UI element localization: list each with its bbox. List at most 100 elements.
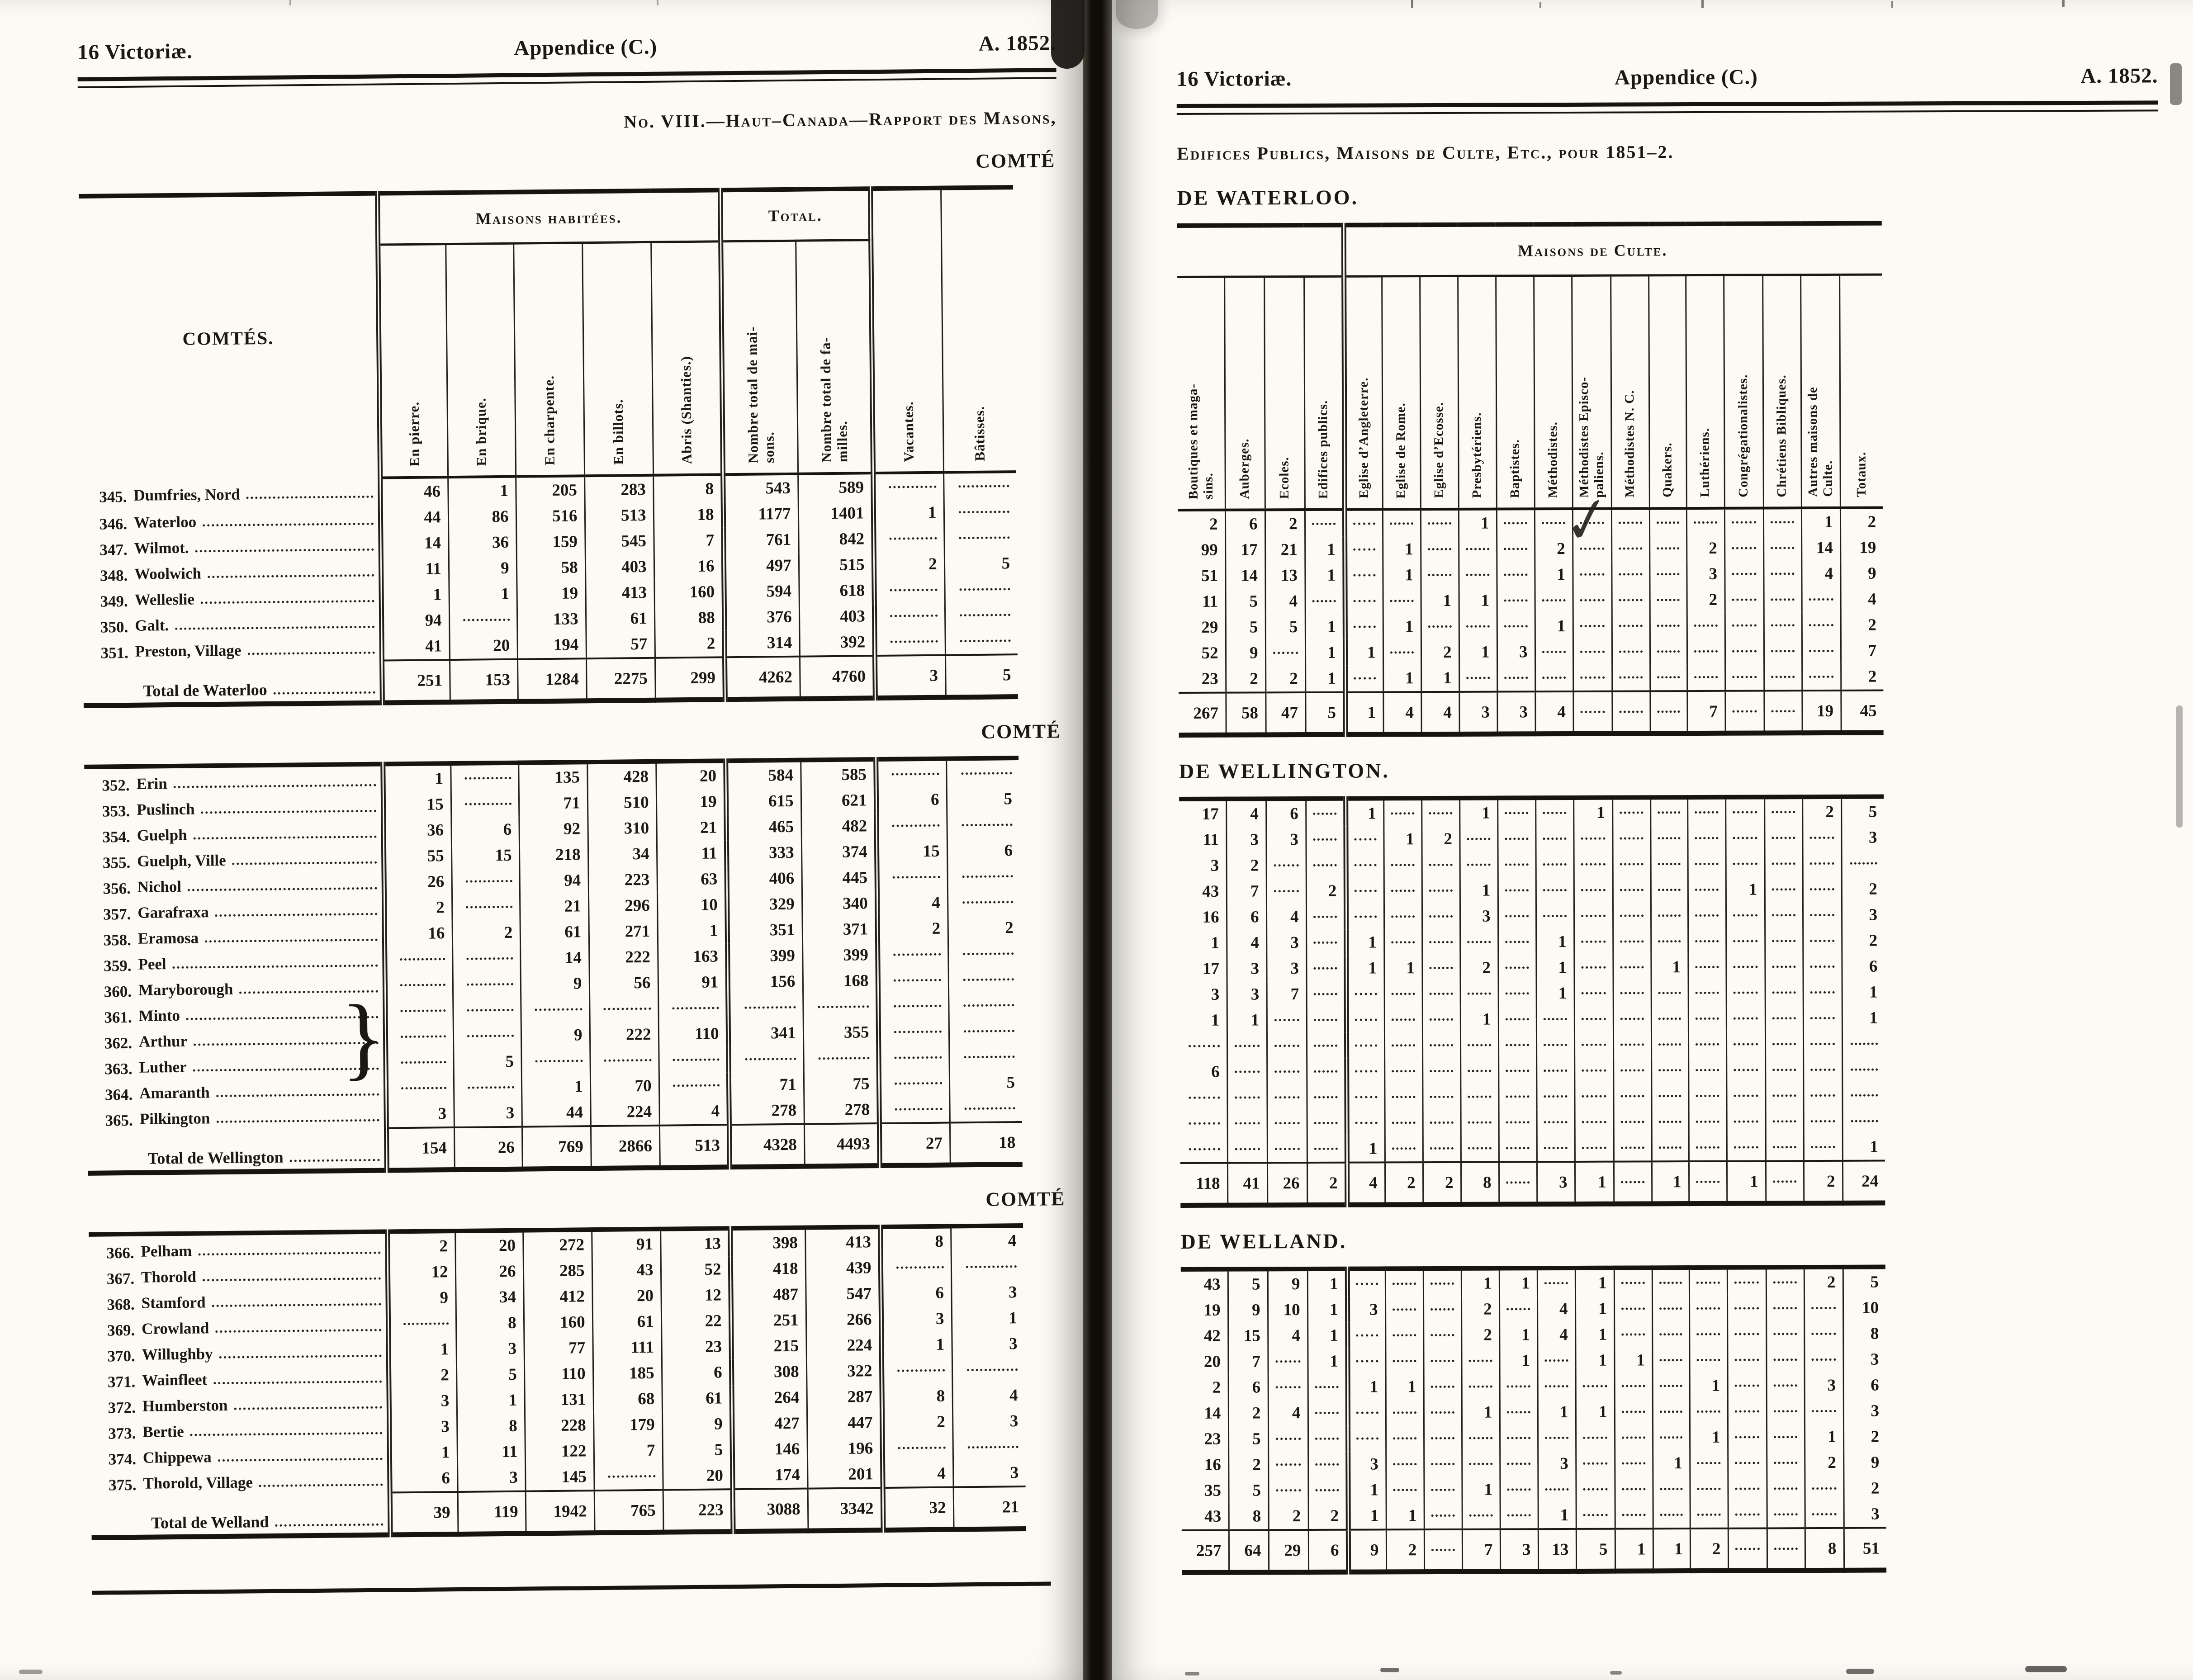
value-cell: 351 bbox=[727, 917, 803, 944]
empty-cell-dots bbox=[1771, 887, 1795, 891]
empty-cell-dots bbox=[1580, 675, 1605, 679]
value-cell: 1 bbox=[521, 1074, 591, 1100]
value-cell: 135 bbox=[518, 762, 587, 791]
value-cell: 2 bbox=[1268, 1503, 1308, 1530]
empty-cell-dots bbox=[1429, 914, 1453, 918]
value-cell bbox=[1652, 1321, 1690, 1348]
empty-cell-dots bbox=[1620, 1068, 1644, 1072]
empty-cell-dots bbox=[1620, 965, 1644, 969]
value-cell: 11 bbox=[457, 1439, 526, 1466]
value-cell: 6 bbox=[947, 838, 1020, 864]
empty-cell-dots bbox=[1734, 1306, 1759, 1310]
value-cell bbox=[1422, 1135, 1461, 1163]
value-cell: 9 bbox=[662, 1411, 732, 1438]
row-number: 352. bbox=[102, 776, 130, 795]
empty-cell-dots bbox=[1773, 1306, 1797, 1310]
column-label: Congrégationalistes. bbox=[1736, 374, 1751, 497]
value-cell bbox=[1306, 1032, 1347, 1059]
value-cell bbox=[1307, 1084, 1347, 1111]
total-row: 118 41 26 2 4 2 2 8 3 1 1 1 2 24 bbox=[1180, 1160, 1885, 1206]
empty-cell-dots bbox=[1189, 1095, 1220, 1099]
value-cell bbox=[1227, 1033, 1267, 1059]
value-cell: 6 bbox=[1211, 1062, 1220, 1081]
empty-cell-dots bbox=[1429, 1017, 1453, 1021]
value-cell: 1 bbox=[1211, 933, 1219, 952]
value-cell: 447 bbox=[806, 1410, 882, 1436]
value-cell bbox=[1576, 1476, 1615, 1502]
value-cell bbox=[1536, 1006, 1574, 1032]
value-cell: 5 bbox=[949, 1070, 1022, 1096]
empty-cell-dots bbox=[400, 983, 445, 987]
empty-cell-dots bbox=[1659, 1435, 1682, 1439]
county-name-cell: 352. Erin bbox=[84, 767, 380, 795]
value-cell: 296 bbox=[588, 892, 658, 919]
value-cell bbox=[1227, 1059, 1267, 1085]
table-row bbox=[1180, 1108, 1885, 1136]
row-number: 355. bbox=[102, 853, 131, 872]
empty-cell-dots bbox=[1619, 546, 1642, 550]
value-cell bbox=[1803, 1108, 1842, 1135]
value-cell: 516 bbox=[516, 503, 585, 530]
value-cell: 145 bbox=[525, 1464, 594, 1491]
value-cell bbox=[1651, 980, 1688, 1006]
value-cell bbox=[1386, 1425, 1424, 1452]
scan-speck bbox=[1846, 1669, 1874, 1674]
empty-cell-dots bbox=[1430, 1069, 1453, 1073]
empty-cell-dots bbox=[1695, 810, 1718, 814]
year-label: A. 1852. bbox=[2080, 64, 2158, 88]
county-name: Erin bbox=[136, 775, 167, 793]
value-cell bbox=[1535, 825, 1574, 852]
total-value-cell bbox=[1725, 691, 1764, 734]
public-buildings-table: 43 5 9 1 1 1 1 2 5 19 9 10 1 3 2 4 1 10 42 15 4 1 2 1 4 1 8 20 7 1 1 1 1… bbox=[1180, 1264, 1887, 1575]
value-cell bbox=[1462, 1502, 1500, 1529]
binding-gutter bbox=[1083, 0, 1112, 1680]
value-cell: 1 bbox=[1536, 980, 1574, 1007]
empty-cell-dots bbox=[604, 1058, 652, 1062]
empty-cell-dots bbox=[1809, 835, 1834, 839]
value-cell: 61 bbox=[585, 605, 655, 632]
empty-cell-dots bbox=[1356, 1333, 1378, 1337]
empty-cell-dots bbox=[1390, 599, 1414, 602]
value-cell bbox=[1498, 1032, 1537, 1058]
value-cell bbox=[1385, 1400, 1424, 1426]
page-right: 16 Victoriæ. Appendice (C.) A. 1852. Edi… bbox=[1112, 0, 2193, 1680]
empty-cell-dots bbox=[1771, 675, 1795, 678]
scan-speck bbox=[1051, 0, 1085, 69]
empty-cell-dots bbox=[1735, 1461, 1759, 1464]
column-header: En billots. bbox=[582, 242, 654, 476]
inhabited-houses-table: 352. Erin 1 135 428 20 584 585 353. Puslinch 15 71 5… bbox=[84, 756, 1023, 1176]
value-cell bbox=[1803, 1031, 1842, 1057]
scan-speck bbox=[1380, 1668, 1399, 1672]
row-number: 351. bbox=[100, 644, 129, 662]
empty-cell-dots bbox=[1660, 1487, 1683, 1491]
total-value-cell bbox=[1498, 1162, 1537, 1205]
value-cell bbox=[1460, 1109, 1499, 1136]
value-cell bbox=[1613, 980, 1651, 1006]
empty-cell-dots bbox=[1274, 1121, 1300, 1125]
value-cell: 3 bbox=[1459, 903, 1498, 929]
value-cell bbox=[1383, 588, 1421, 614]
value-cell bbox=[945, 628, 1018, 655]
row-number: 348. bbox=[99, 566, 128, 585]
value-cell bbox=[1801, 638, 1841, 664]
empty-cell-dots bbox=[962, 874, 1013, 878]
empty-cell-dots bbox=[1811, 1357, 1836, 1361]
value-cell bbox=[1307, 1400, 1348, 1426]
value-cell: 3 bbox=[1843, 1346, 1886, 1372]
value-cell: 761 bbox=[723, 526, 799, 554]
empty-cell-dots bbox=[1696, 1093, 1719, 1098]
value-cell: 2 bbox=[1840, 612, 1884, 638]
empty-cell-dots bbox=[535, 1059, 583, 1063]
empty-cell-dots bbox=[891, 771, 939, 776]
empty-cell-dots bbox=[1735, 1435, 1759, 1439]
empty-cell-dots bbox=[1313, 811, 1336, 815]
empty-cell-dots bbox=[1774, 1461, 1797, 1464]
value-cell bbox=[876, 758, 947, 788]
empty-cell-dots bbox=[1809, 623, 1833, 627]
appendix-label: Appendice (C.) bbox=[514, 35, 658, 60]
empty-cell-dots bbox=[1355, 1043, 1377, 1047]
value-cell: 2 bbox=[1265, 510, 1305, 537]
empty-cell-dots bbox=[1505, 940, 1529, 943]
empty-cell-dots bbox=[1466, 624, 1490, 628]
page-left: 16 Victoriæ. Appendice (C.) A. 1852. No.… bbox=[0, 0, 1083, 1680]
